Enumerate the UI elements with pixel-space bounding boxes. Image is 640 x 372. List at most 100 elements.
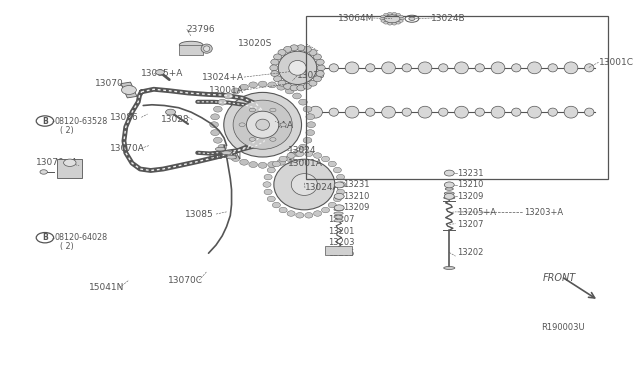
- Text: 13028: 13028: [161, 115, 190, 124]
- Ellipse shape: [548, 108, 557, 116]
- Ellipse shape: [296, 212, 304, 218]
- Ellipse shape: [383, 22, 388, 24]
- Ellipse shape: [399, 15, 403, 18]
- Ellipse shape: [381, 62, 396, 74]
- Circle shape: [250, 108, 255, 112]
- Ellipse shape: [271, 59, 279, 65]
- Ellipse shape: [259, 81, 267, 87]
- Ellipse shape: [290, 45, 298, 51]
- Ellipse shape: [278, 49, 286, 55]
- Text: 08120-63528: 08120-63528: [54, 117, 108, 126]
- Ellipse shape: [299, 99, 307, 105]
- Circle shape: [270, 108, 276, 112]
- Ellipse shape: [314, 211, 322, 216]
- Text: 23796: 23796: [187, 25, 216, 33]
- Ellipse shape: [314, 153, 322, 158]
- Ellipse shape: [297, 45, 305, 51]
- Ellipse shape: [317, 65, 325, 71]
- Circle shape: [156, 70, 164, 75]
- Ellipse shape: [218, 99, 227, 105]
- Ellipse shape: [284, 83, 292, 89]
- Ellipse shape: [278, 80, 286, 86]
- Text: 13070A: 13070A: [110, 144, 145, 153]
- Ellipse shape: [511, 64, 521, 72]
- Ellipse shape: [329, 64, 339, 72]
- Ellipse shape: [402, 64, 412, 72]
- Text: 13024: 13024: [287, 147, 316, 155]
- Ellipse shape: [334, 216, 343, 218]
- Ellipse shape: [284, 46, 292, 52]
- Ellipse shape: [211, 114, 220, 120]
- Ellipse shape: [296, 151, 304, 157]
- Ellipse shape: [273, 161, 280, 167]
- Ellipse shape: [400, 17, 404, 20]
- Ellipse shape: [299, 144, 307, 150]
- Ellipse shape: [418, 62, 432, 74]
- Ellipse shape: [268, 167, 275, 173]
- Ellipse shape: [285, 88, 294, 94]
- Text: 13207: 13207: [457, 220, 483, 229]
- Ellipse shape: [277, 84, 285, 90]
- Ellipse shape: [211, 130, 220, 135]
- Ellipse shape: [321, 207, 330, 213]
- Text: 13024+A: 13024+A: [202, 73, 244, 81]
- Ellipse shape: [274, 159, 335, 210]
- Ellipse shape: [388, 22, 392, 25]
- Polygon shape: [121, 82, 137, 98]
- Ellipse shape: [316, 59, 324, 65]
- Ellipse shape: [444, 192, 454, 195]
- Ellipse shape: [314, 54, 321, 60]
- Ellipse shape: [303, 137, 312, 143]
- Ellipse shape: [438, 64, 448, 72]
- Text: 13085: 13085: [185, 209, 214, 219]
- Circle shape: [334, 193, 344, 199]
- Text: R190003U: R190003U: [541, 323, 585, 331]
- Ellipse shape: [337, 174, 344, 180]
- Ellipse shape: [292, 151, 301, 156]
- Ellipse shape: [273, 54, 282, 60]
- Bar: [179, 45, 203, 55]
- Text: 13231: 13231: [457, 169, 483, 177]
- Ellipse shape: [270, 65, 278, 71]
- Ellipse shape: [227, 155, 237, 159]
- Ellipse shape: [306, 114, 315, 120]
- Text: 13024AA: 13024AA: [253, 121, 294, 129]
- Text: 13001C: 13001C: [598, 58, 634, 67]
- Ellipse shape: [210, 122, 218, 128]
- Ellipse shape: [396, 22, 401, 24]
- Text: 13025: 13025: [297, 71, 326, 80]
- Ellipse shape: [309, 80, 317, 86]
- Ellipse shape: [306, 130, 315, 135]
- Text: 13201: 13201: [328, 227, 355, 235]
- Ellipse shape: [491, 62, 505, 74]
- Ellipse shape: [334, 219, 343, 222]
- Ellipse shape: [402, 108, 412, 116]
- Circle shape: [444, 193, 454, 199]
- Ellipse shape: [584, 64, 594, 72]
- Ellipse shape: [214, 106, 222, 112]
- Ellipse shape: [224, 93, 233, 99]
- Text: FRONT: FRONT: [543, 273, 576, 283]
- Text: 13209: 13209: [344, 203, 370, 212]
- Ellipse shape: [201, 44, 212, 53]
- Ellipse shape: [231, 88, 240, 94]
- Ellipse shape: [249, 82, 257, 88]
- Text: 13205+A: 13205+A: [457, 208, 496, 217]
- Text: 13210: 13210: [344, 192, 370, 201]
- Ellipse shape: [438, 108, 448, 116]
- Ellipse shape: [273, 202, 280, 208]
- Ellipse shape: [388, 12, 392, 15]
- Ellipse shape: [396, 13, 401, 16]
- Text: 13064M: 13064M: [339, 13, 374, 22]
- Text: B: B: [42, 116, 48, 125]
- Circle shape: [444, 170, 454, 176]
- Text: 13024A: 13024A: [305, 183, 340, 192]
- Ellipse shape: [328, 161, 336, 167]
- Ellipse shape: [321, 156, 330, 162]
- Ellipse shape: [381, 15, 385, 18]
- Ellipse shape: [279, 156, 287, 162]
- Ellipse shape: [240, 84, 248, 90]
- Ellipse shape: [271, 71, 279, 77]
- Ellipse shape: [328, 202, 336, 208]
- Ellipse shape: [240, 159, 248, 165]
